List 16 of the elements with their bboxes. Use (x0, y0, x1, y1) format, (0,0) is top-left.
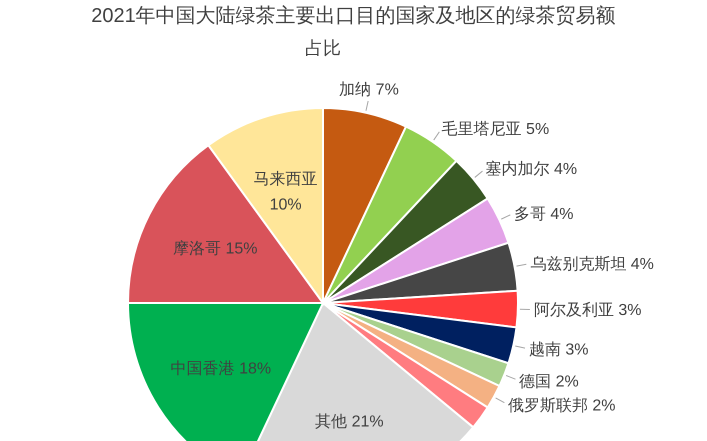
slice-label: 阿尔及利亚 3% (534, 301, 642, 320)
slice-label: 摩洛哥 15% (173, 240, 258, 258)
slice-label: 加纳 7% (339, 80, 399, 99)
slice-label: 多哥 4% (514, 204, 574, 223)
slice-label: 乌兹别克斯坦 4% (530, 255, 654, 274)
chart-subtitle: 占比 (305, 38, 341, 58)
chart-title: 2021年中国大陆绿茶主要出口目的国家及地区的绿茶贸易额 (91, 4, 616, 27)
slice-label: 毛里塔尼亚 5% (442, 120, 550, 138)
slice-label: 中国香港 18% (170, 359, 272, 378)
slice-label: 马来西亚 (254, 170, 318, 188)
slice-label: 其他 21% (315, 412, 384, 431)
slice-label: 越南 3% (528, 340, 588, 359)
slice-label: 俄罗斯联邦 2% (508, 396, 616, 414)
slice-label: 塞内加尔 4% (486, 160, 578, 178)
data-label: 10% (270, 196, 302, 214)
slice-label: 德国 2% (519, 373, 579, 390)
